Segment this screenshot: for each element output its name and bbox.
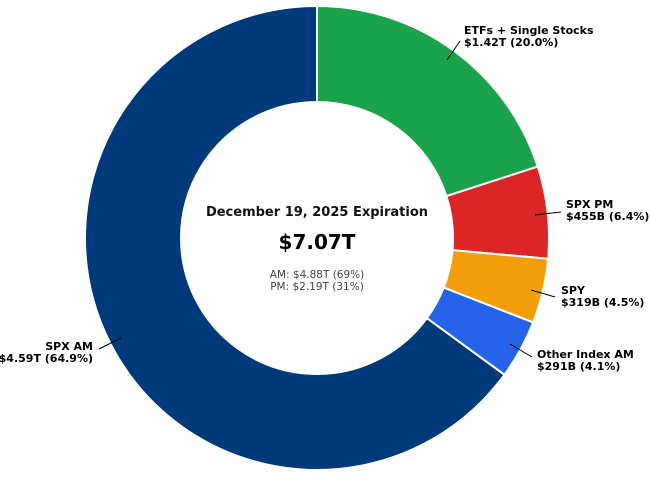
- slice-value-label: $4.59T (64.9%): [0, 352, 93, 365]
- leader-line: [530, 289, 556, 298]
- leader-line: [446, 40, 461, 61]
- center-total: $7.07T: [279, 230, 356, 254]
- slice-spx-am: [84, 4, 506, 471]
- leader-line: [534, 211, 562, 216]
- slice-value-label: $319B (4.5%): [561, 296, 644, 309]
- leader-line: [509, 343, 533, 358]
- slice-labels: ETFs + Single Stocks$1.42T (20.0%) SPX PM…: [0, 24, 649, 373]
- center-text: December 19, 2025 Expiration $7.07T AM: …: [206, 205, 428, 293]
- slice-name-label: ETFs + Single Stocks: [464, 24, 594, 37]
- leader-line: [98, 337, 122, 350]
- slice-name-label: SPX PM: [566, 198, 613, 211]
- slice-value-label: $1.42T (20.0%): [464, 36, 558, 49]
- slice-name-label: Other Index AM: [537, 348, 634, 361]
- center-am-line: AM: $4.88T (69%): [270, 269, 364, 281]
- center-title: December 19, 2025 Expiration: [206, 205, 428, 220]
- slice-value-label: $455B (6.4%): [566, 210, 649, 223]
- slice-name-label: SPY: [561, 284, 586, 297]
- donut-slices: [84, 4, 550, 471]
- slice-value-label: $291B (4.1%): [537, 360, 620, 373]
- slice-etfs-single-stocks: [316, 4, 539, 198]
- center-pm-line: PM: $2.19T (31%): [270, 281, 364, 293]
- slice-name-label: SPX AM: [45, 340, 93, 353]
